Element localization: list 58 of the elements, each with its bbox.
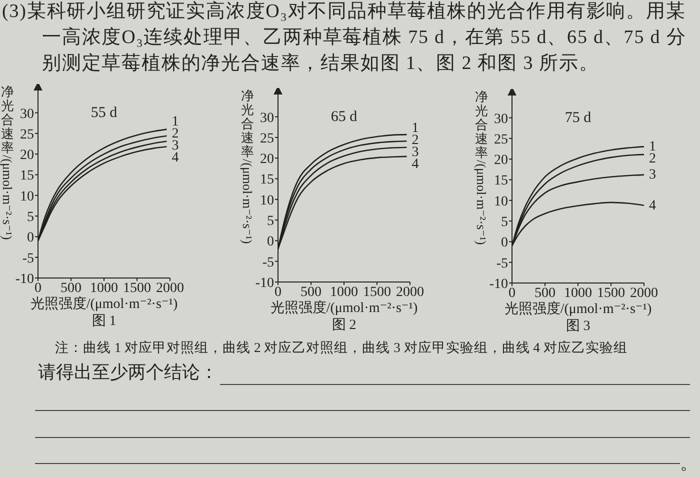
y-tick-label: 30 xyxy=(20,106,34,122)
y-tick-label: -10 xyxy=(489,276,508,292)
series-label: 3 xyxy=(649,168,656,183)
series-label: 2 xyxy=(649,152,656,167)
y-tick-label: -5 xyxy=(496,256,508,272)
x-tick-label: 500 xyxy=(60,280,82,296)
x-tick-label: 1500 xyxy=(597,286,625,301)
text: 。 xyxy=(680,453,698,473)
x-tick-label: 1000 xyxy=(564,286,592,301)
series-label: 4 xyxy=(649,198,656,214)
x-tick-label: 2000 xyxy=(630,286,658,301)
x-axis-title: 光照强度/(μmol·m⁻²·s⁻¹) xyxy=(270,301,418,316)
y-tick-label: 0 xyxy=(501,236,508,251)
x-axis-title: 光照强度/(μmol·m⁻²·s⁻¹) xyxy=(30,297,178,312)
caption: 图 1 xyxy=(92,314,116,329)
text: 注：曲线 1 对应甲对照组，曲线 2 对应乙对照组，曲线 3 对应甲实验组，曲线 4 对应乙实验组 xyxy=(55,340,628,355)
x-tick-label: 500 xyxy=(300,284,322,300)
y-tick-label: -5 xyxy=(262,255,274,270)
y-tick-label: 25 xyxy=(494,132,508,148)
y-tick-label: 20 xyxy=(20,148,34,164)
y-tick-label: -10 xyxy=(15,272,34,287)
x-tick-label: 1500 xyxy=(123,280,151,296)
y-tick-label: 25 xyxy=(260,131,274,146)
y-tick-label: 5 xyxy=(27,210,34,226)
y-axis-title: 净光合速率/(μmol·m⁻²·s⁻¹) xyxy=(240,88,255,244)
x-tick-label: 1000 xyxy=(330,284,358,300)
y-tick-label: 0 xyxy=(267,234,274,250)
y-tick-label: -5 xyxy=(22,251,34,266)
y-tick-label: 20 xyxy=(260,152,274,168)
x-tick-label: 2000 xyxy=(396,284,424,300)
text: 75 d xyxy=(564,110,592,126)
y-tick-label: 10 xyxy=(494,194,508,210)
caption: 图 3 xyxy=(566,319,590,334)
x-tick-label: 2000 xyxy=(156,280,184,296)
y-tick-label: 15 xyxy=(494,174,508,189)
x-tick-label: 500 xyxy=(534,286,556,301)
y-tick-label: 15 xyxy=(260,172,274,188)
y-tick-label: 10 xyxy=(260,193,274,208)
y-tick-label: 15 xyxy=(20,168,34,184)
x-axis-title: 光照强度/(μmol·m⁻²·s⁻¹) xyxy=(504,302,652,317)
y-tick-label: 30 xyxy=(260,110,274,126)
text: (3)某科研小组研究证实高浓度O₃对不同品种草莓植株的光合作用有影响。用某一高浓度O₃连续处理甲、乙两种草莓植株 75 d，在第 55 d、65 d、75 d 分别测定草莓植株的净光合速率，结果如图 1、图 2 和图 3 所示。 xyxy=(2,0,688,76)
y-tick-label: 20 xyxy=(494,153,508,168)
y-axis-title: 净光合速率/(μmol·m⁻²·s⁻¹) xyxy=(474,89,489,245)
y-tick-label: -10 xyxy=(255,276,274,291)
y-tick-label: 25 xyxy=(20,127,34,142)
text: 55 d xyxy=(90,104,118,121)
y-tick-label: 10 xyxy=(20,189,34,204)
x-tick-label: 1500 xyxy=(363,284,391,300)
y-tick-label: 5 xyxy=(501,215,508,230)
caption: 图 2 xyxy=(332,318,356,333)
text: 65 d xyxy=(330,108,358,125)
y-axis-title: 净光合速率/(μmol·m⁻²·s⁻¹) xyxy=(0,84,15,240)
x-tick-label: 1000 xyxy=(90,280,118,296)
y-tick-label: 0 xyxy=(27,230,34,246)
y-tick-label: 30 xyxy=(494,112,508,127)
y-tick-label: 5 xyxy=(267,214,274,230)
text: 请得出至少两个结论： xyxy=(38,362,218,382)
